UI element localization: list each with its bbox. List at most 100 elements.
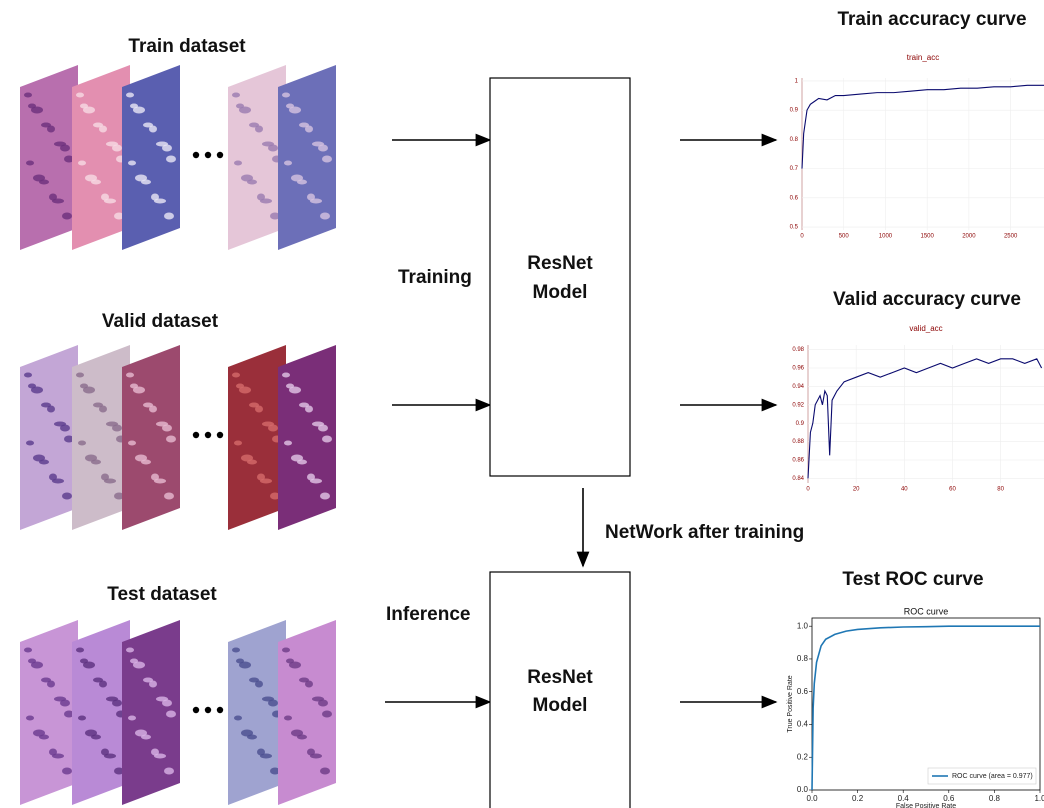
tissue-cell xyxy=(262,422,274,427)
tissue-cell xyxy=(299,678,309,683)
tissue-cell xyxy=(135,175,147,182)
tissue-cell xyxy=(257,749,265,756)
x-tick-label: 2500 xyxy=(1004,234,1018,240)
tissue-cell xyxy=(76,648,84,653)
y-tick-label: 0.94 xyxy=(792,384,804,390)
y-tick-label: 0.86 xyxy=(792,458,804,464)
tissue-cell xyxy=(33,730,45,737)
diagram: Train dataset Valid dataset Test dataset… xyxy=(0,0,1044,808)
tissue-cell xyxy=(49,194,57,201)
x-tick-label: 1000 xyxy=(879,234,893,240)
tissue-cell xyxy=(249,403,259,408)
tissue-cell xyxy=(320,768,330,775)
inference-label: Inference xyxy=(386,604,470,625)
y-tick-label: 0.96 xyxy=(792,366,804,372)
tissue-cell xyxy=(164,768,174,775)
tissue-cell xyxy=(164,213,174,220)
x-tick-label: 0.6 xyxy=(943,794,955,803)
tissue-cell xyxy=(151,749,159,756)
tissue-cell xyxy=(80,384,88,389)
tissue-cell xyxy=(62,493,72,500)
tissue-cell xyxy=(257,474,265,481)
tissue-cell xyxy=(28,384,36,389)
x-tick-label: 1500 xyxy=(920,234,934,240)
x-tick-label: 80 xyxy=(997,487,1004,493)
tissue-cell xyxy=(76,93,84,98)
tissue-cell xyxy=(26,441,34,446)
tissue-cell xyxy=(128,716,136,721)
tissue-cell xyxy=(26,716,34,721)
tissue-cell xyxy=(126,93,134,98)
y-tick-label: 0.98 xyxy=(792,347,804,353)
tissue-cell xyxy=(143,403,153,408)
tissue-cell xyxy=(234,161,242,166)
tissue-cell xyxy=(249,123,259,128)
chart-title: ROC curve xyxy=(904,606,949,616)
y-tick-label: 0.2 xyxy=(797,752,809,761)
y-tick-label: 0.6 xyxy=(797,687,809,696)
tissue-cell xyxy=(41,123,51,128)
tissue-cell xyxy=(85,175,97,182)
tissue-cell xyxy=(24,373,32,378)
tissue-cell xyxy=(241,175,253,182)
x-tick-label: 40 xyxy=(901,487,908,493)
tissue-cell xyxy=(262,697,274,702)
y-axis-label: True Positive Rate xyxy=(787,675,794,732)
x-tick-label: 60 xyxy=(949,487,956,493)
y-tick-label: 0.9 xyxy=(790,108,799,114)
x-tick-label: 0 xyxy=(806,487,810,493)
tissue-cell xyxy=(135,730,147,737)
tissue-cell xyxy=(85,730,97,737)
tissue-cell xyxy=(241,455,253,462)
tissue-cell xyxy=(106,422,118,427)
tissue-cell xyxy=(236,384,244,389)
tissue-cell xyxy=(236,104,244,109)
tissue-cell xyxy=(307,194,315,201)
x-tick-label: 0.0 xyxy=(806,794,818,803)
chart-heading: Valid accuracy curve xyxy=(833,289,1021,310)
tissue-cell xyxy=(49,474,57,481)
tissue-cell xyxy=(62,768,72,775)
y-tick-label: 0.8 xyxy=(790,137,799,143)
tissue-images xyxy=(20,65,336,805)
ellipsis-dot xyxy=(217,707,223,713)
plot-frame xyxy=(812,618,1040,790)
tissue-cell xyxy=(106,697,118,702)
tissue-cell xyxy=(93,678,103,683)
tissue-cell xyxy=(322,156,332,163)
y-tick-label: 1.0 xyxy=(797,621,809,630)
tissue-cell xyxy=(282,373,290,378)
tissue-cell xyxy=(130,104,138,109)
tissue-cell xyxy=(312,142,324,147)
tissue-cell xyxy=(166,711,176,718)
tissue-cell xyxy=(307,474,315,481)
tissue-cell xyxy=(130,384,138,389)
y-tick-label: 0.92 xyxy=(792,402,804,408)
tissue-cell xyxy=(322,436,332,443)
tissue-cell xyxy=(156,697,168,702)
tissue-cell xyxy=(33,455,45,462)
tissue-cell xyxy=(143,123,153,128)
tissue-cell xyxy=(80,659,88,664)
tissue-cell xyxy=(49,749,57,756)
x-tick-label: 0.2 xyxy=(852,794,864,803)
y-tick-label: 0.8 xyxy=(797,654,809,663)
tissue-cell xyxy=(262,142,274,147)
tissue-cell xyxy=(128,441,136,446)
tissue-cell xyxy=(126,373,134,378)
x-tick-label: 0.8 xyxy=(989,794,1001,803)
x-tick-label: 2000 xyxy=(962,234,976,240)
x-tick-label: 20 xyxy=(853,487,860,493)
tissue-cell xyxy=(232,373,240,378)
y-tick-label: 0.0 xyxy=(797,785,809,794)
tissue-cell xyxy=(101,474,109,481)
tissue-cell xyxy=(24,93,32,98)
tissue-cell xyxy=(291,455,303,462)
tissue-cell xyxy=(126,648,134,653)
tissue-cell xyxy=(93,403,103,408)
tissue-cell xyxy=(234,716,242,721)
tissue-cell xyxy=(156,142,168,147)
ellipsis-dot xyxy=(193,152,199,158)
tissue-cell xyxy=(78,441,86,446)
network-label: NetWork after training xyxy=(605,522,804,543)
